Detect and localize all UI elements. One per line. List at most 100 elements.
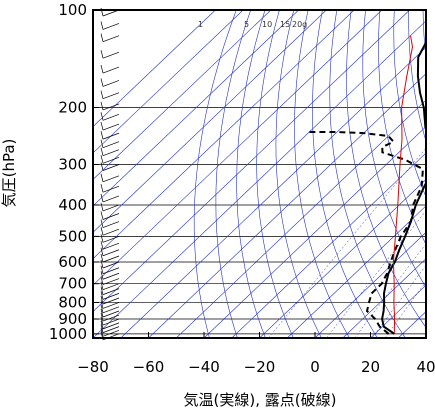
isotherm-line bbox=[342, 258, 426, 338]
wind-barb-staff bbox=[102, 132, 120, 140]
isotherm-line bbox=[93, 10, 216, 127]
x-tick-label: −40 bbox=[188, 358, 220, 376]
wind-barbs bbox=[100, 7, 120, 341]
wind-barb bbox=[100, 50, 120, 59]
dry-adiabat-line bbox=[422, 10, 426, 60]
wind-barb-flag bbox=[100, 286, 104, 295]
isotherm-line bbox=[93, 10, 410, 312]
wind-barb-staff bbox=[102, 185, 120, 193]
wind-barb-staff bbox=[102, 236, 120, 243]
dry-adiabat-line bbox=[275, 10, 322, 338]
dry-adiabat-line bbox=[294, 10, 350, 338]
wind-barb-flag bbox=[100, 276, 104, 285]
isotherm-line bbox=[231, 152, 426, 338]
wind-barb bbox=[100, 253, 120, 263]
isotherm-line bbox=[425, 337, 426, 338]
wind-barb bbox=[100, 304, 120, 314]
wind-barb bbox=[100, 320, 120, 330]
wind-barb bbox=[100, 211, 120, 220]
x-tick-label: −60 bbox=[133, 358, 165, 376]
y-axis-label: 気圧(hPa) bbox=[0, 139, 18, 208]
x-tick-label: −80 bbox=[77, 358, 109, 376]
mixing-ratio-line bbox=[268, 147, 426, 338]
wind-barb-staff bbox=[102, 92, 120, 99]
wind-barb-staff bbox=[102, 261, 120, 269]
dry-adiabat-line bbox=[193, 10, 237, 338]
wind-barb-flag bbox=[100, 295, 104, 305]
wind-barb-staff bbox=[102, 204, 120, 212]
wind-barb bbox=[100, 316, 120, 326]
wind-barb bbox=[100, 21, 120, 30]
wind-barb-flag bbox=[100, 312, 104, 322]
wind-barb-flag bbox=[100, 241, 104, 250]
wind-barb-flag bbox=[100, 300, 104, 309]
dry-adiabat-line bbox=[346, 10, 426, 329]
wind-barb-flag bbox=[100, 308, 104, 318]
wind-barb-staff bbox=[102, 293, 120, 300]
parcel-path-line bbox=[392, 35, 414, 334]
dry-adiabat-line bbox=[312, 10, 378, 338]
wind-barb-flag bbox=[100, 112, 104, 121]
wind-barb-flag bbox=[100, 211, 104, 220]
wind-barb-flag bbox=[100, 64, 104, 74]
wind-barb-staff bbox=[102, 310, 120, 318]
wind-barb-staff bbox=[102, 35, 120, 42]
isotherm-line bbox=[287, 205, 426, 338]
wind-barb-flag bbox=[100, 316, 104, 326]
mixing-ratio-labels: 1 5 10 15 20g bbox=[198, 20, 307, 29]
wind-barb-flag bbox=[100, 155, 104, 164]
x-tick-label: 40 bbox=[416, 358, 435, 376]
wind-barb-staff bbox=[102, 195, 120, 203]
wind-barb bbox=[100, 139, 120, 148]
wind-barb bbox=[100, 193, 120, 203]
mixing-ratio-label: 5 bbox=[244, 20, 249, 29]
wind-barb-flag bbox=[100, 304, 104, 313]
wind-barb bbox=[100, 219, 120, 228]
wind-barb-staff bbox=[102, 249, 120, 257]
wind-barb-staff bbox=[102, 103, 120, 111]
wind-barb-staff bbox=[102, 66, 120, 74]
wind-barb-staff bbox=[102, 318, 120, 326]
isotherm-line bbox=[259, 179, 426, 338]
wind-barb-flag bbox=[100, 281, 104, 290]
wind-barb-staff bbox=[102, 255, 120, 263]
wind-barb bbox=[100, 281, 120, 291]
wind-barb-flag bbox=[100, 184, 104, 193]
wind-barb-staff bbox=[102, 302, 120, 309]
isotherm-line bbox=[93, 10, 355, 260]
wind-barb-staff bbox=[102, 51, 120, 59]
isotherm-line bbox=[148, 73, 426, 338]
wind-barb-staff bbox=[102, 123, 120, 131]
wind-barb-staff bbox=[102, 297, 120, 305]
wind-barb bbox=[100, 300, 120, 309]
wind-barb-staff bbox=[102, 175, 120, 183]
wind-barb-staff bbox=[102, 23, 120, 30]
wind-barb-staff bbox=[102, 164, 120, 171]
wind-barb bbox=[100, 328, 120, 337]
wind-barb-flag bbox=[100, 162, 104, 171]
y-tick-label: 100 bbox=[58, 1, 87, 19]
dew-point-line bbox=[309, 131, 424, 335]
x-tick-label: −20 bbox=[244, 358, 276, 376]
wind-barb-flag bbox=[100, 234, 104, 243]
isotherm-line bbox=[203, 126, 426, 338]
wind-barb-staff bbox=[102, 221, 120, 228]
wind-barb bbox=[100, 90, 120, 99]
wind-barb-staff bbox=[102, 288, 120, 295]
wind-barb-flag bbox=[100, 131, 104, 140]
isotherm-line bbox=[93, 10, 244, 154]
wind-barb-flag bbox=[100, 139, 104, 148]
wind-barb-staff bbox=[102, 272, 120, 280]
y-tick-label: 900 bbox=[58, 310, 87, 328]
dry-adiabat-line bbox=[236, 10, 266, 338]
wind-barb bbox=[100, 291, 120, 300]
wind-barb-flag bbox=[100, 291, 104, 300]
wind-barb-staff bbox=[102, 306, 120, 314]
wind-barb-flag bbox=[100, 33, 104, 42]
dry-adiabat-line bbox=[256, 10, 294, 338]
wind-barb-flag bbox=[100, 202, 104, 212]
wind-barb-flag bbox=[100, 271, 104, 280]
isotherm-line bbox=[176, 99, 426, 338]
